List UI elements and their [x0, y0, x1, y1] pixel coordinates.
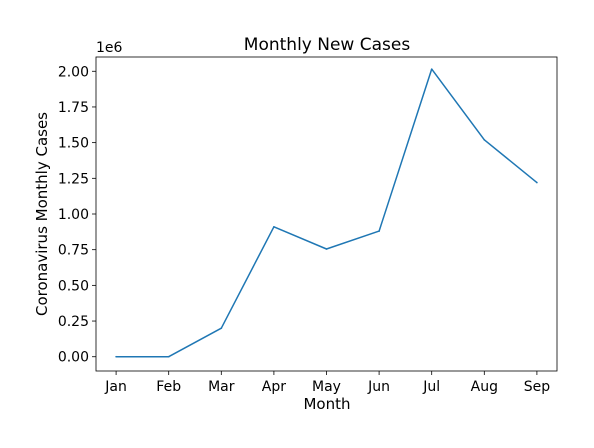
y-tick-label: 1.50	[58, 136, 89, 152]
y-axis-label: Coronavirus Monthly Cases	[33, 112, 51, 316]
x-tick-label: Jul	[422, 379, 440, 395]
series-line	[116, 68, 538, 358]
x-tick-label: Jan	[104, 379, 127, 395]
data-point	[483, 138, 486, 141]
data-point	[378, 230, 380, 232]
y-offset-label: 1e6	[96, 40, 123, 56]
data-point	[430, 68, 433, 70]
y-axis: 0.00 0.25 0.50 0.75 1.00 1.25 1.50 1.75 2.00	[58, 64, 96, 366]
x-axis: Jan Feb Mar Apr May Jun Jul Aug Sep	[104, 371, 550, 395]
data-point	[167, 355, 170, 358]
data-point	[325, 248, 328, 250]
plot-area	[115, 68, 538, 358]
data-point	[220, 327, 223, 329]
data-point	[273, 226, 275, 228]
data-point	[536, 181, 538, 184]
y-tick-label: 1.75	[58, 100, 89, 116]
y-tick-label: 1.25	[58, 171, 89, 187]
x-tick-label: Mar	[208, 379, 235, 395]
x-tick-label: May	[312, 379, 341, 395]
x-tick-label: Feb	[156, 379, 181, 395]
x-tick-label: Sep	[524, 379, 551, 395]
chart-title: Monthly New Cases	[244, 35, 411, 55]
y-tick-label: 0.00	[58, 350, 89, 366]
y-tick-label: 0.75	[58, 243, 89, 259]
x-tick-label: Aug	[471, 379, 498, 395]
y-tick-label: 1.00	[58, 207, 89, 223]
x-tick-label: Apr	[262, 379, 286, 395]
y-tick-label: 2.00	[58, 64, 89, 80]
axes-frame	[95, 56, 558, 372]
x-tick-label: Jun	[367, 379, 390, 395]
data-point	[115, 355, 117, 358]
x-axis-label: Month	[303, 395, 350, 413]
y-tick-label: 0.25	[58, 314, 89, 330]
y-tick-label: 0.50	[58, 278, 89, 294]
